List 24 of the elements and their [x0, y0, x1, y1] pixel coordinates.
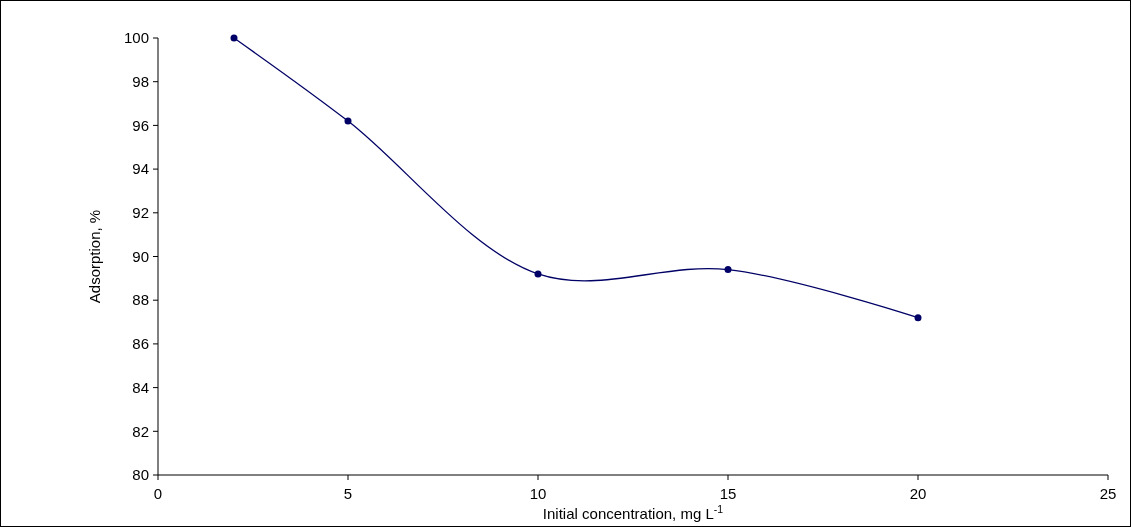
point [230, 34, 238, 42]
y-tick-label: 82 [132, 422, 149, 440]
y-tick-label: 88 [132, 291, 149, 309]
x-tick-label: 0 [153, 485, 163, 502]
x-tick-label: 15 [719, 485, 737, 502]
x-tick-label: 10 [529, 485, 547, 502]
y-axis-title: Adsorption, % [86, 209, 103, 304]
y-tick-label: 92 [132, 204, 149, 222]
point [724, 266, 732, 274]
x-tick-label: 5 [343, 485, 353, 502]
x-tick-label: 25 [1099, 485, 1117, 502]
y-tick-label: 86 [132, 335, 149, 353]
x-axis-title: Initial concentration, mg L$^{-1}$ [542, 503, 724, 522]
y-tick-label: 90 [132, 247, 149, 265]
point [344, 117, 352, 125]
point [914, 314, 922, 322]
y-tick-label: 98 [132, 72, 149, 90]
point [534, 270, 542, 278]
y-tick-label: 84 [132, 378, 149, 396]
y-tick-label: 80 [132, 466, 149, 484]
x-tick-label: 20 [909, 485, 927, 502]
y-tick-label: 96 [132, 116, 149, 134]
y-tick-label: 100 [123, 29, 149, 47]
y-tick-label: 94 [132, 160, 149, 178]
